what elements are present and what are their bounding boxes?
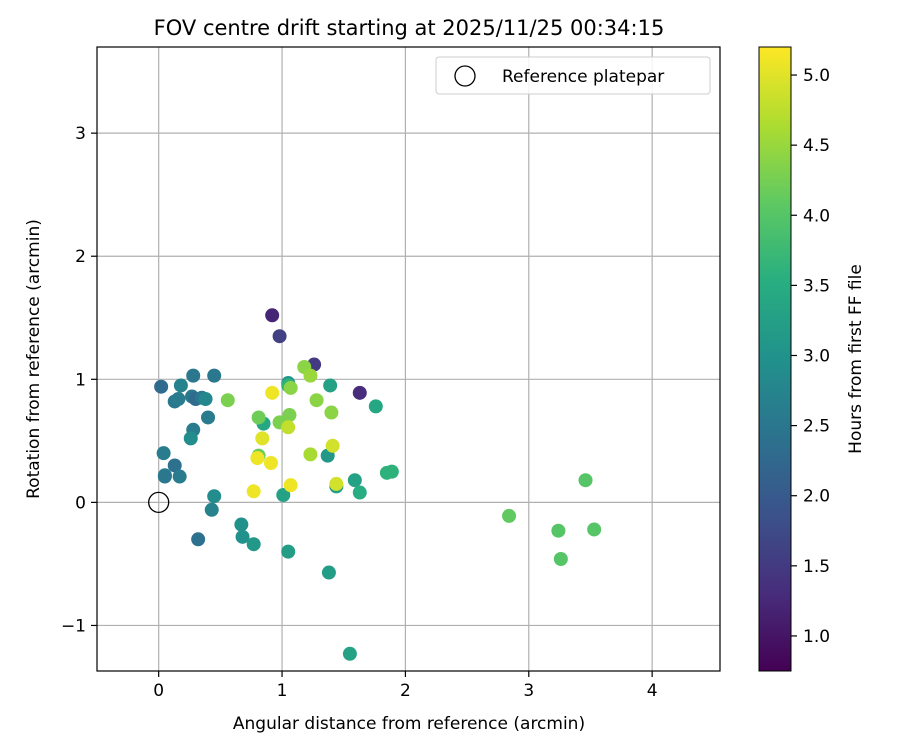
data-point	[368, 399, 383, 414]
data-point	[191, 532, 206, 547]
x-axis-label: Angular distance from reference (arcmin)	[233, 714, 585, 734]
colorbar-label: Hours from first FF file	[846, 264, 866, 454]
colorbar-tick-label: 1.0	[803, 627, 830, 647]
data-point	[303, 447, 318, 462]
data-point	[551, 523, 566, 538]
data-point	[201, 410, 216, 425]
data-point	[283, 380, 298, 395]
data-point	[265, 308, 280, 323]
data-point	[167, 458, 182, 473]
data-point	[578, 473, 593, 488]
data-point	[502, 508, 517, 523]
data-point	[207, 368, 222, 383]
y-axis-label: Rotation from reference (arcmin)	[24, 219, 44, 499]
data-point	[263, 456, 278, 470]
colorbar-gradient	[758, 46, 792, 672]
colorbar: 1.0 1.5 2.0 2.5 3.0 3.5 4.0 4.5 5.0 Hours from f…	[758, 46, 866, 672]
data-point	[587, 522, 602, 537]
data-point	[250, 451, 265, 466]
reference-platepar-marker	[148, 491, 170, 514]
colorbar-tick-label: 5.0	[803, 66, 830, 86]
data-point	[157, 469, 172, 484]
data-point	[321, 565, 336, 580]
data-points	[148, 308, 602, 661]
data-point	[172, 469, 187, 484]
colorbar-ticks: 1.0 1.5 2.0 2.5 3.0 3.5 4.0 4.5 5.0	[791, 66, 830, 647]
x-tick-label: 2	[400, 681, 411, 701]
chart-title: FOV centre drift starting at 2025/11/25 …	[154, 16, 665, 40]
y-tick-label: 1	[75, 370, 86, 390]
data-point	[220, 393, 235, 408]
colorbar-tick-label: 3.5	[803, 276, 830, 296]
legend-label-reference: Reference platepar	[502, 67, 664, 87]
data-point	[234, 517, 249, 532]
x-tick-label: 3	[523, 681, 534, 701]
colorbar-tick-label: 4.5	[803, 136, 830, 156]
x-tick-label: 1	[277, 681, 288, 701]
data-point	[207, 489, 222, 504]
data-point	[173, 378, 188, 393]
data-point	[265, 385, 280, 400]
data-point	[154, 379, 169, 394]
data-point	[156, 446, 171, 461]
y-tick-label: 0	[75, 493, 86, 513]
data-point	[251, 410, 266, 425]
y-tick-label: −1	[61, 616, 86, 636]
data-point	[198, 392, 213, 406]
data-point	[246, 537, 261, 552]
data-point	[282, 408, 297, 422]
data-point	[325, 438, 340, 453]
data-point	[283, 478, 298, 493]
data-point	[281, 544, 296, 559]
x-tick-label: 4	[647, 681, 658, 701]
y-tick-label: 3	[75, 124, 86, 144]
y-tick-label: 2	[75, 247, 86, 267]
x-axis-ticks: 0 1 2 3 4	[153, 671, 658, 701]
data-point	[183, 431, 198, 446]
colorbar-tick-label: 2.0	[803, 487, 830, 507]
data-point	[347, 473, 362, 488]
data-point	[309, 393, 324, 408]
y-axis-ticks: −1 0 1 2 3	[61, 124, 97, 636]
data-point	[281, 420, 296, 435]
data-point	[384, 464, 399, 479]
data-point	[235, 529, 250, 544]
grid	[97, 47, 720, 671]
data-point	[324, 405, 339, 420]
x-tick-label: 0	[153, 681, 164, 701]
data-point	[329, 476, 344, 491]
legend: Reference platepar	[435, 56, 711, 95]
data-point	[352, 485, 367, 500]
data-point	[553, 552, 568, 566]
colorbar-tick-label: 2.5	[803, 417, 830, 437]
colorbar-tick-label: 4.0	[803, 206, 830, 226]
data-point	[276, 488, 291, 502]
data-point	[186, 368, 201, 383]
plot-frame	[96, 46, 721, 672]
data-point	[246, 484, 261, 499]
legend-box	[435, 56, 711, 95]
legend-marker-reference	[454, 65, 476, 87]
data-point	[204, 502, 219, 517]
data-point	[255, 431, 270, 446]
data-point	[352, 385, 367, 400]
data-point	[272, 329, 287, 344]
colorbar-tick-label: 3.0	[803, 346, 830, 366]
data-point	[171, 392, 186, 406]
colorbar-tick-label: 1.5	[803, 557, 830, 577]
data-point	[303, 368, 318, 383]
data-point	[323, 378, 338, 393]
data-point	[342, 646, 357, 661]
